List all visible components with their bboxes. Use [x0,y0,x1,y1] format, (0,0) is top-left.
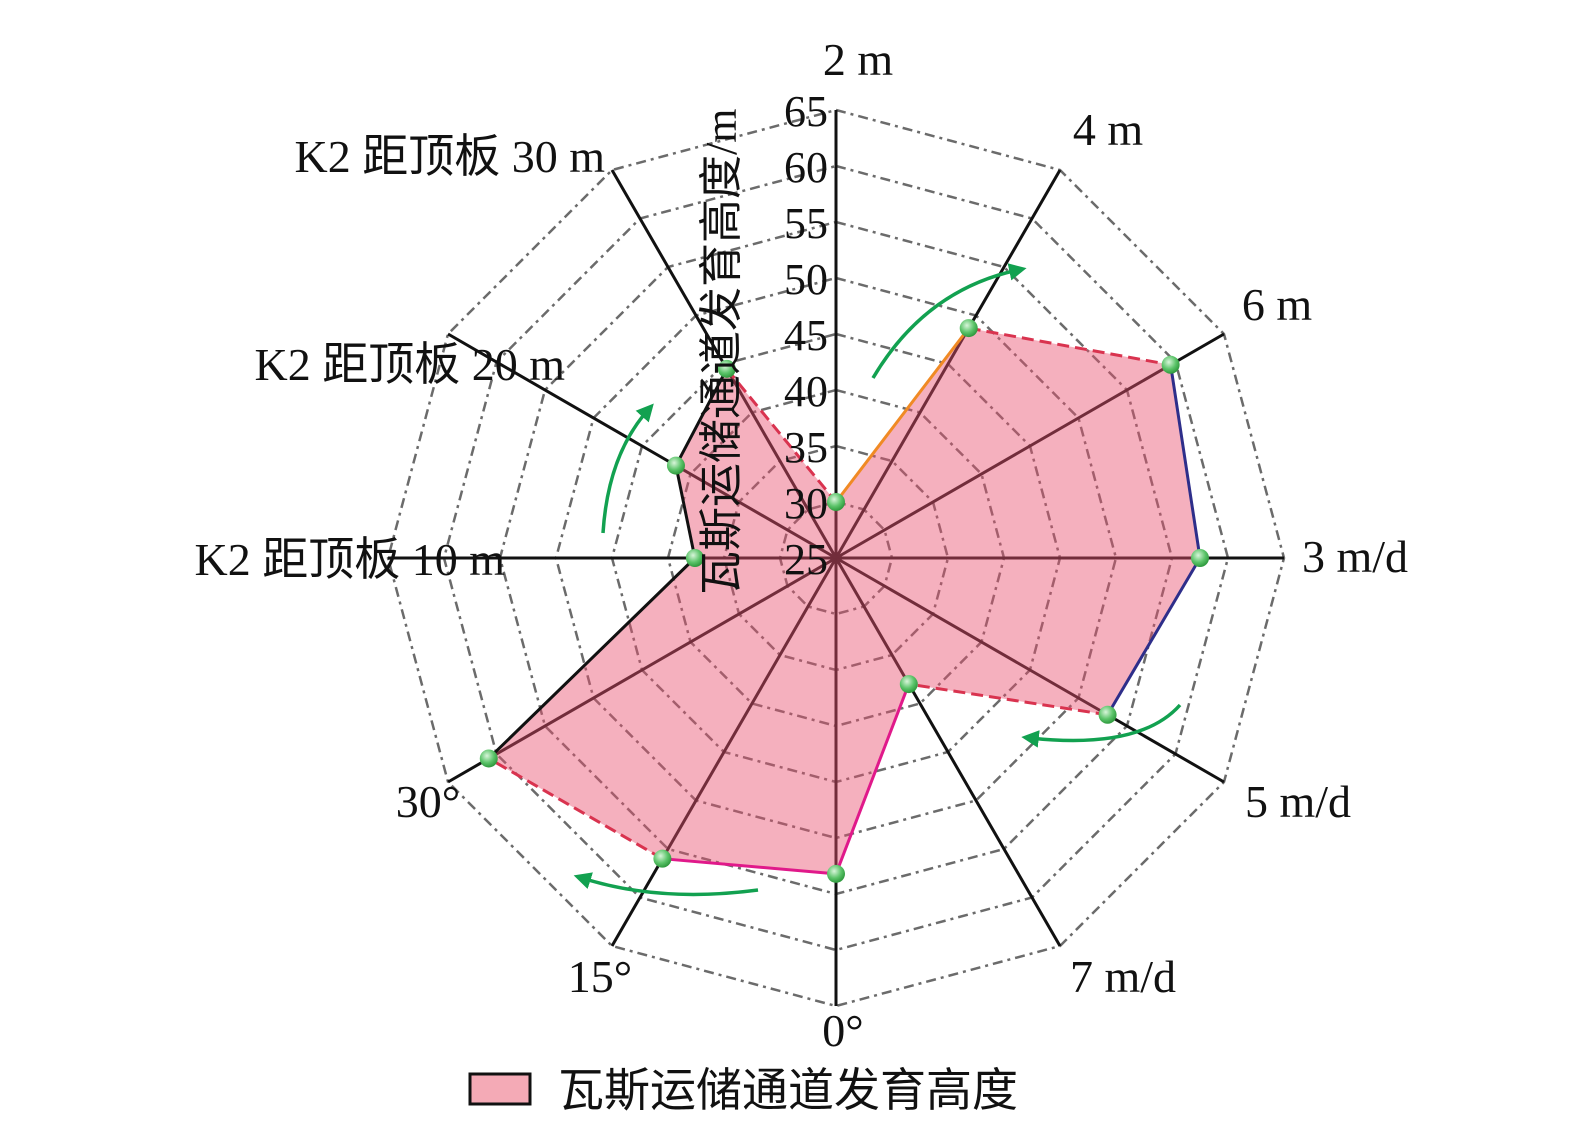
category-label: 15° [568,951,632,1002]
data-edge [968,326,1171,367]
trend-arrow [601,403,654,534]
data-point [1191,549,1209,567]
category-labels: 2 m 4 m 6 m 3 m/d 5 m/d 7 m/d 0° 15° 30° K2 距顶板 1… [195,34,1409,1056]
spoke [834,557,1062,947]
legend-label: 瓦斯运储通道发育高度 [558,1065,1018,1116]
radial-tick-label: 35 [784,423,828,472]
category-label: K2 距顶板 10 m [195,534,506,585]
radial-tick-label: 45 [784,311,828,360]
data-point [959,319,978,338]
data-point [479,749,498,768]
category-label: 2 m [823,34,894,85]
data-point [653,849,672,868]
data-point [685,549,704,567]
trend-arrow [573,872,759,897]
spoke [447,556,837,784]
data-point [717,359,736,378]
radial-tick-label: 65 [784,87,828,136]
data-edge [662,857,837,876]
category-label: 30° [396,776,460,827]
trend-arrows [573,263,1182,897]
category-label: 0° [822,1005,863,1056]
data-edge [1106,557,1202,716]
trend-arrow [1021,703,1182,748]
data-edge [487,556,696,760]
data-markers [479,319,1209,883]
radial-tick-label: 60 [784,143,828,192]
y-axis-title: 瓦斯运储通道发育高度/m [697,109,746,595]
data-point [1098,705,1117,724]
category-label: 7 m/d [1070,951,1176,1002]
spoke [447,332,837,560]
data-edge [1169,364,1202,559]
radial-tick-label: 50 [784,255,828,304]
data-edge [674,368,729,467]
category-label: 4 m [1073,104,1144,155]
radial-tick-label: 30 [784,479,828,528]
data-edge [725,367,838,503]
data-edge [908,682,1108,717]
data-edge [674,465,697,559]
data-point [666,456,685,475]
data-point [827,493,845,511]
data-area [488,328,1201,874]
radial-tick-label: 40 [784,367,828,416]
spoke [835,556,1225,784]
radial-tick-labels: 25 30 35 40 45 50 55 60 65 [784,87,828,584]
radial-tick-label: 55 [784,199,828,248]
data-point [1161,355,1180,374]
spoke [834,169,1062,559]
category-label: 5 m/d [1245,776,1351,827]
spoke [610,557,838,947]
category-label: K2 距顶板 20 m [255,339,566,390]
data-point [899,675,918,694]
spokes [388,110,1284,1006]
legend-swatch [468,1072,532,1106]
data-area-fill [488,328,1201,874]
legend: 瓦斯运储通道发育高度 [468,1065,1018,1116]
radial-tick-label: 25 [784,535,828,584]
category-label: 3 m/d [1302,531,1408,582]
data-edges [487,326,1202,876]
data-edge [834,683,911,875]
spoke [835,332,1225,560]
trend-arrow [871,263,1027,379]
data-point [827,864,845,883]
category-label: K2 距顶板 30 m [295,131,606,182]
data-edge [834,327,970,503]
data-edge [488,757,664,860]
category-label: 6 m [1242,279,1313,330]
